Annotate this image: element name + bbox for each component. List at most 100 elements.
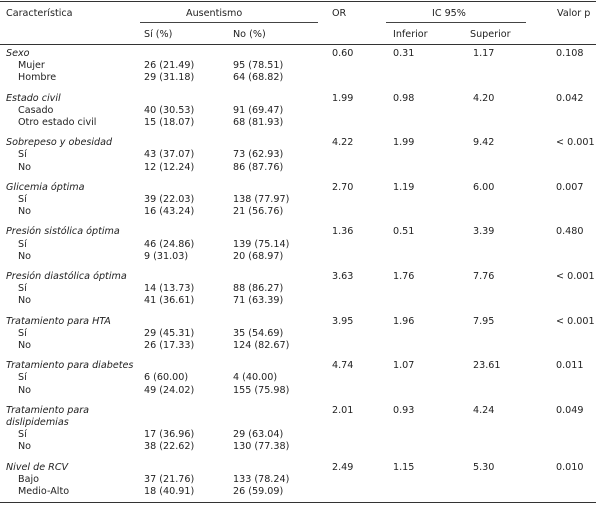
- header-valor-p: Valor p: [557, 8, 591, 19]
- header-inferior: Inferior: [393, 29, 428, 40]
- group-title: Tratamiento para diabetes: [6, 360, 134, 372]
- ci-upper-value: 7.95: [473, 315, 495, 327]
- header-or: OR: [332, 8, 347, 19]
- count-si: 38 (22.62): [144, 441, 195, 453]
- row-label: Mujer: [18, 60, 45, 72]
- count-si: 15 (18.07): [144, 117, 195, 128]
- count-si: 46 (24.86): [144, 238, 195, 250]
- count-si: 12 (12.24): [144, 161, 195, 173]
- header-caracteristica: Característica: [6, 8, 73, 19]
- ci-lower-value: 0.93: [393, 404, 415, 416]
- header-si: Sí (%): [144, 29, 173, 40]
- table-top-rule: [0, 1, 596, 2]
- count-no: 139 (75.14): [233, 238, 290, 250]
- row-label: No: [18, 161, 32, 173]
- p-value: < 0.001: [556, 315, 595, 327]
- or-value: 2.70: [332, 181, 354, 193]
- header-ausentismo: Ausentismo: [186, 8, 243, 19]
- count-si: 18 (40.91): [144, 486, 195, 497]
- count-no: 133 (78.24): [233, 473, 290, 485]
- count-no: 35 (54.69): [233, 327, 284, 339]
- row-label: No: [18, 206, 32, 218]
- p-value: 0.007: [556, 181, 584, 193]
- ci-lower-value: 1.96: [393, 315, 415, 327]
- count-no: 73 (62.93): [233, 149, 284, 161]
- group-title: Sexo: [6, 48, 30, 59]
- count-si: 17 (36.96): [144, 429, 195, 441]
- count-si: 6 (60.00): [144, 372, 189, 384]
- ci-upper-value: 6.00: [473, 181, 495, 193]
- count-no: 124 (82.67): [233, 340, 290, 351]
- group-title: Tratamiento para: [6, 404, 90, 416]
- group-title: Tratamiento para HTA: [6, 315, 111, 327]
- ci-lower-value: 1.76: [393, 271, 415, 282]
- ci-lower-value: 1.15: [393, 461, 415, 473]
- group-title: Sobrepeso y obesidad: [6, 137, 113, 149]
- count-no: 20 (68.97): [233, 250, 284, 262]
- row-label: No: [18, 295, 32, 307]
- ci-lower-value: 0.98: [393, 92, 415, 104]
- ci-upper-value: 3.39: [473, 226, 495, 238]
- group-title: Nivel de RCV: [6, 461, 69, 473]
- count-si: 16 (43.24): [144, 206, 195, 218]
- or-value: 2.01: [332, 404, 354, 416]
- count-no: 86 (87.76): [233, 161, 284, 173]
- row-label: Hombre: [18, 72, 57, 84]
- header-superior: Superior: [470, 29, 511, 40]
- p-value: 0.011: [556, 360, 584, 372]
- or-value: 1.99: [332, 92, 354, 104]
- ci-upper-value: 1.17: [473, 48, 495, 59]
- row-label: Sí: [18, 194, 27, 205]
- or-value: 2.49: [332, 461, 354, 473]
- or-value: 1.36: [332, 226, 354, 238]
- count-no: 130 (77.38): [233, 441, 290, 453]
- ausentismo-span-rule: [140, 22, 318, 23]
- ci-upper-value: 5.30: [473, 461, 495, 473]
- count-no: 91 (69.47): [233, 104, 284, 116]
- count-no: 155 (75.98): [233, 384, 290, 396]
- row-label: Bajo: [18, 473, 39, 485]
- table-bottom-rule: [0, 502, 596, 503]
- count-no: 138 (77.97): [233, 194, 290, 205]
- count-si: 29 (45.31): [144, 327, 195, 339]
- count-si: 43 (37.07): [144, 149, 195, 161]
- row-label: No: [18, 384, 32, 396]
- row-label: Sí: [18, 372, 27, 384]
- count-si: 40 (30.53): [144, 104, 195, 116]
- or-value: 4.22: [332, 137, 354, 149]
- group-title: dislipidemias: [6, 417, 69, 428]
- count-no: 29 (63.04): [233, 429, 284, 441]
- p-value: 0.049: [556, 404, 584, 416]
- count-no: 26 (59.09): [233, 486, 284, 497]
- count-si: 37 (21.76): [144, 473, 195, 485]
- group-title: Estado civil: [6, 92, 61, 104]
- row-label: Sí: [18, 327, 27, 339]
- ci-lower-value: 0.51: [393, 226, 415, 238]
- ci-upper-value: 23.61: [473, 360, 501, 372]
- p-value: 0.010: [556, 461, 584, 473]
- row-label: Sí: [18, 283, 27, 295]
- p-value: 0.108: [556, 48, 584, 59]
- p-value: < 0.001: [556, 271, 595, 282]
- ci-lower-value: 1.07: [393, 360, 415, 372]
- or-value: 3.95: [332, 315, 354, 327]
- ci-lower-value: 1.99: [393, 137, 415, 149]
- ci-upper-value: 7.76: [473, 271, 495, 282]
- row-label: Sí: [18, 238, 27, 250]
- p-value: 0.042: [556, 92, 584, 104]
- or-value: 3.63: [332, 271, 354, 282]
- count-no: 21 (56.76): [233, 206, 284, 218]
- ci-upper-value: 4.20: [473, 92, 495, 104]
- row-label: No: [18, 250, 32, 262]
- count-si: 39 (22.03): [144, 194, 195, 205]
- header-bottom-rule: [0, 44, 596, 45]
- ic95-span-rule: [386, 22, 526, 23]
- count-si: 9 (31.03): [144, 250, 189, 262]
- p-value: 0.480: [556, 226, 584, 238]
- count-no: 88 (86.27): [233, 283, 284, 295]
- count-no: 64 (68.82): [233, 72, 284, 84]
- group-title: Presión diastólica óptima: [6, 271, 127, 282]
- count-si: 26 (17.33): [144, 340, 195, 351]
- count-si: 14 (13.73): [144, 283, 195, 295]
